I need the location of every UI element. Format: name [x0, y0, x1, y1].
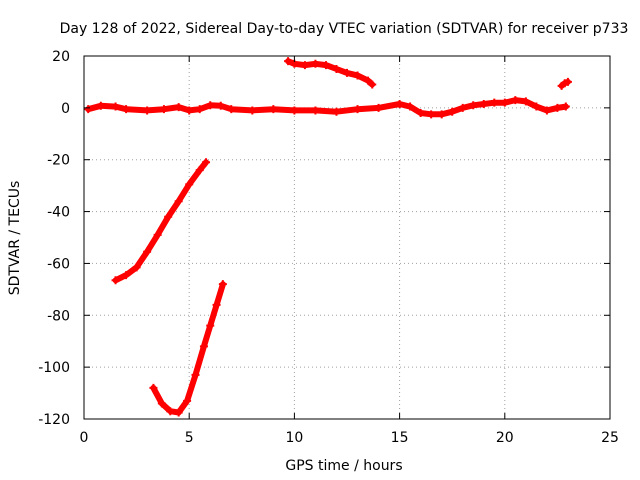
data-point — [206, 101, 215, 110]
y-tick-label: -60 — [47, 256, 70, 272]
data-point — [332, 64, 341, 73]
data-point — [490, 98, 499, 107]
data-point — [479, 99, 488, 108]
series-deep-dip — [150, 281, 226, 416]
data-point — [195, 166, 204, 175]
data-point — [149, 383, 158, 392]
data-point — [321, 61, 330, 70]
grid-lines — [84, 56, 610, 419]
plot-frame — [83, 55, 611, 420]
data-point — [143, 106, 152, 115]
data-point — [206, 321, 215, 330]
y-tick-label: -120 — [38, 412, 70, 428]
data-point — [368, 80, 377, 89]
x-tick-label: 25 — [601, 430, 619, 446]
data-point — [269, 105, 278, 114]
data-point — [166, 407, 175, 416]
y-tick-label: 20 — [52, 49, 70, 65]
data-point — [164, 212, 173, 221]
data-point — [216, 101, 225, 110]
data-point — [458, 103, 467, 112]
data-point — [132, 263, 141, 272]
data-point — [290, 106, 299, 115]
y-tick-label: -100 — [38, 360, 70, 376]
data-point — [353, 105, 362, 114]
x-tick-label: 20 — [496, 430, 514, 446]
data-point — [218, 280, 227, 289]
data-point — [199, 342, 208, 351]
data-point — [395, 99, 404, 108]
data-point — [427, 110, 436, 119]
data-point — [111, 102, 120, 111]
data-point — [284, 57, 293, 66]
data-point — [248, 106, 257, 115]
data-point — [174, 197, 183, 206]
y-tick-label: -20 — [47, 153, 70, 169]
data-point — [521, 97, 530, 106]
data-point — [212, 300, 221, 309]
data-point — [311, 59, 320, 68]
y-tick-label: 0 — [61, 101, 70, 117]
data-point — [195, 105, 204, 114]
data-point — [374, 103, 383, 112]
data-point — [364, 76, 373, 85]
series-rising-track — [112, 159, 209, 284]
data-point — [353, 71, 362, 80]
data-point — [532, 102, 541, 111]
data-point — [96, 101, 105, 110]
data-point — [469, 101, 478, 110]
x-axis-label: GPS time / hours — [285, 458, 402, 474]
data-point — [159, 105, 168, 114]
data-point — [157, 399, 166, 408]
data-point — [511, 96, 520, 105]
data-point — [122, 271, 131, 280]
data-point — [122, 105, 131, 114]
data-point — [143, 247, 152, 256]
x-tick-label: 10 — [285, 430, 303, 446]
data-point — [448, 107, 457, 116]
x-tick-label: 15 — [391, 430, 409, 446]
data-point — [300, 61, 309, 70]
data-point — [153, 230, 162, 239]
data-point — [332, 107, 341, 116]
data-point — [561, 102, 570, 111]
series-layer — [84, 57, 572, 417]
data-point — [174, 408, 183, 417]
data-point — [84, 105, 93, 114]
data-point — [183, 396, 192, 405]
data-point — [343, 68, 351, 77]
data-point — [174, 103, 183, 112]
data-point — [553, 103, 562, 112]
axis-ticks: 0 5 10 15 20 25 -120 -100 -80 -60 -40 -20 0 20 — [38, 49, 619, 446]
data-point — [563, 77, 572, 86]
data-point — [437, 110, 446, 119]
y-tick-label: -40 — [47, 205, 70, 221]
data-point — [406, 102, 415, 111]
y-tick-label: -80 — [47, 308, 70, 324]
x-tick-label: 0 — [80, 430, 89, 446]
chart-title: Day 128 of 2022, Sidereal Day-to-day VTE… — [60, 21, 629, 37]
data-point — [311, 106, 320, 115]
data-point — [202, 158, 211, 167]
data-point — [500, 98, 509, 107]
data-point — [185, 180, 194, 189]
data-point — [542, 106, 551, 115]
data-point — [185, 106, 194, 115]
data-point — [227, 105, 236, 114]
data-point — [416, 109, 425, 118]
series-upper-arc — [285, 58, 376, 88]
data-point — [191, 370, 200, 379]
x-tick-label: 5 — [185, 430, 194, 446]
y-axis-label: SDTVAR / TECUs — [7, 181, 23, 296]
data-point — [111, 276, 120, 285]
